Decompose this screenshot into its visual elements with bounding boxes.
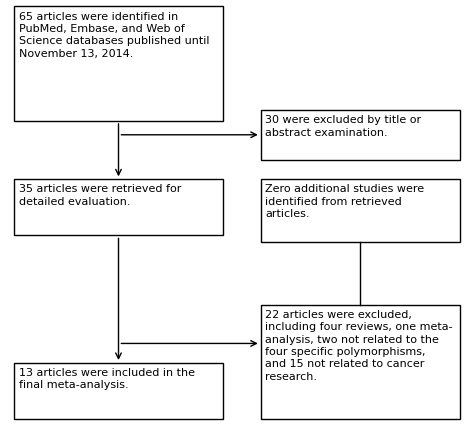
Text: 30 were excluded by title or
abstract examination.: 30 were excluded by title or abstract ex… [265, 115, 421, 138]
FancyBboxPatch shape [14, 6, 223, 121]
Text: 65 articles were identified in
PubMed, Embase, and Web of
Science databases publ: 65 articles were identified in PubMed, E… [19, 12, 210, 59]
Text: Zero additional studies were
identified from retrieved
articles.: Zero additional studies were identified … [265, 184, 425, 219]
FancyBboxPatch shape [261, 305, 460, 419]
Text: 22 articles were excluded,
including four reviews, one meta-
analysis, two not r: 22 articles were excluded, including fou… [265, 310, 453, 382]
Text: 35 articles were retrieved for
detailed evaluation.: 35 articles were retrieved for detailed … [19, 184, 182, 207]
FancyBboxPatch shape [14, 179, 223, 235]
FancyBboxPatch shape [261, 110, 460, 160]
FancyBboxPatch shape [261, 179, 460, 242]
Text: 13 articles were included in the
final meta-analysis.: 13 articles were included in the final m… [19, 368, 195, 391]
FancyBboxPatch shape [14, 363, 223, 419]
